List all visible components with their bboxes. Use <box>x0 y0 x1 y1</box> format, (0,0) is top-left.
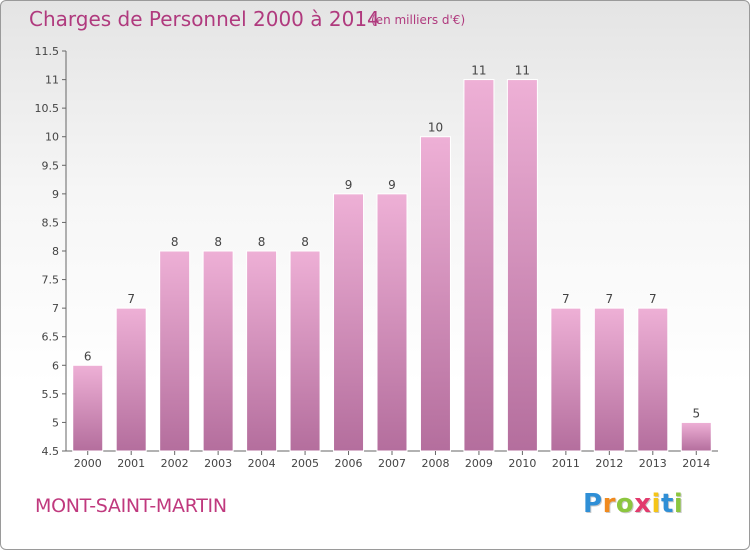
logo-letter: x <box>634 489 652 519</box>
bar <box>115 307 147 452</box>
x-tick-label: 2003 <box>204 457 232 470</box>
y-tick-label: 7 <box>52 302 59 315</box>
y-tick-label: 6.5 <box>42 331 60 344</box>
bar <box>593 307 625 452</box>
y-tick-label: 11 <box>45 74 59 87</box>
y-tick-label: 4.5 <box>42 445 60 458</box>
y-tick-label: 6 <box>52 359 59 372</box>
y-tick-label: 10.5 <box>35 102 60 115</box>
bar-value-label: 7 <box>562 292 570 306</box>
y-tick-label: 11.5 <box>35 45 60 58</box>
x-tick-label: 2009 <box>465 457 493 470</box>
logo-letter: o <box>615 489 635 519</box>
chart-subtitle: (en milliers d'€) <box>371 13 466 27</box>
y-tick-label: 8.5 <box>42 216 60 229</box>
bar-value-label: 8 <box>301 235 309 249</box>
x-tick-label: 2002 <box>161 457 189 470</box>
logo-letter: P <box>583 489 603 519</box>
commune-name: MONT-SAINT-MARTIN <box>35 495 227 517</box>
bar <box>419 136 451 452</box>
x-tick-label: 2005 <box>291 457 319 470</box>
bar-value-label: 5 <box>692 406 700 420</box>
y-tick-label: 7.5 <box>42 274 60 287</box>
bar <box>72 364 104 452</box>
chart-title: Charges de Personnel 2000 à 2014 <box>29 7 380 31</box>
x-tick-label: 2000 <box>74 457 102 470</box>
y-tick-label: 8 <box>52 245 59 258</box>
x-tick-label: 2001 <box>117 457 145 470</box>
y-tick-label: 5.5 <box>42 388 60 401</box>
y-tick-label: 9 <box>52 188 59 201</box>
bar-value-label: 8 <box>171 235 179 249</box>
x-tick-label: 2014 <box>682 457 710 470</box>
bar-value-label: 9 <box>388 178 396 192</box>
x-tick-label: 2004 <box>248 457 276 470</box>
logo-letter: i <box>651 489 661 519</box>
x-tick-label: 2013 <box>639 457 667 470</box>
bar <box>289 250 321 452</box>
bar <box>550 307 582 452</box>
y-tick-label: 9.5 <box>42 159 60 172</box>
x-tick-label: 2006 <box>335 457 363 470</box>
bar <box>376 193 408 452</box>
bar-value-label: 8 <box>258 235 266 249</box>
bar-value-label: 7 <box>649 292 657 306</box>
bar-value-label: 7 <box>606 292 614 306</box>
bar <box>680 421 712 452</box>
logo-letter: t <box>660 489 674 519</box>
bar <box>637 307 669 452</box>
y-tick-label: 5 <box>52 416 59 429</box>
proxiti-logo[interactable]: Proxiti <box>583 489 683 519</box>
bar-value-label: 9 <box>345 178 353 192</box>
x-tick-label: 2008 <box>421 457 449 470</box>
x-tick-label: 2007 <box>378 457 406 470</box>
bar-value-label: 11 <box>471 64 486 78</box>
x-tick-label: 2011 <box>552 457 580 470</box>
logo-letter: r <box>602 489 616 519</box>
bar <box>333 193 365 452</box>
y-tick-label: 10 <box>45 131 59 144</box>
bar <box>463 79 495 452</box>
bar <box>202 250 234 452</box>
bar-value-label: 11 <box>515 64 530 78</box>
x-tick-label: 2010 <box>508 457 536 470</box>
bar <box>159 250 191 452</box>
bar-value-label: 10 <box>428 121 443 135</box>
x-tick-label: 2012 <box>595 457 623 470</box>
bar-value-label: 6 <box>84 349 92 363</box>
bar-value-label: 7 <box>127 292 135 306</box>
bar <box>246 250 278 452</box>
logo-letter: i <box>673 489 684 519</box>
bar <box>506 79 538 452</box>
bar-value-label: 8 <box>214 235 222 249</box>
